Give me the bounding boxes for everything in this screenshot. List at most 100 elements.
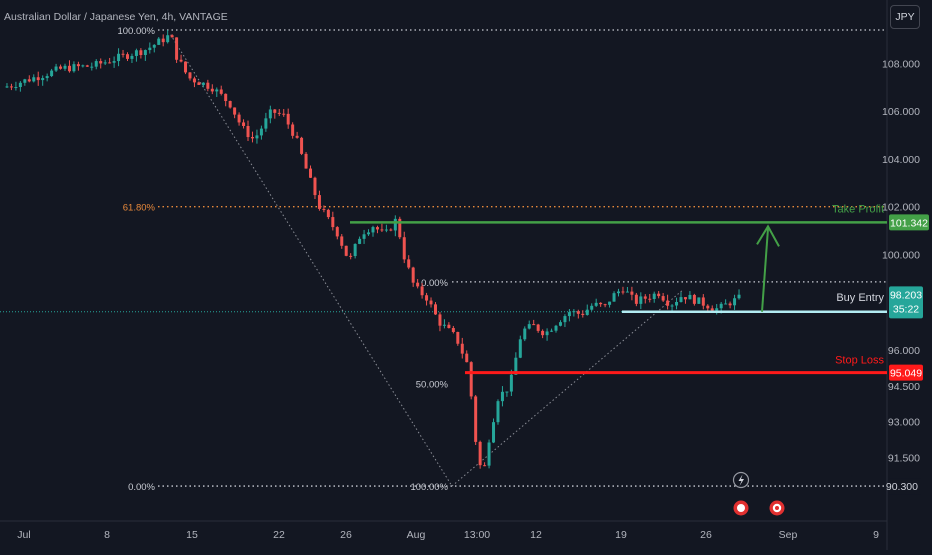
candle-body xyxy=(429,300,433,305)
candle-body xyxy=(715,308,719,311)
candle-body xyxy=(148,47,152,51)
y-tick-label: 108.000 xyxy=(882,58,920,70)
candle-body xyxy=(304,153,308,169)
candle-body xyxy=(670,305,674,307)
candle-body xyxy=(625,291,629,293)
candle-body xyxy=(313,177,317,196)
candle-body xyxy=(617,291,621,294)
candle-body xyxy=(398,218,402,238)
candle-body xyxy=(367,232,371,235)
candle-body xyxy=(550,330,554,332)
fib-right-label-100: 100.00% xyxy=(410,482,448,493)
candle-body xyxy=(14,87,18,89)
candle-body xyxy=(389,229,393,231)
candle-body xyxy=(576,311,580,314)
candle-body xyxy=(277,112,281,114)
candle-body xyxy=(264,118,268,129)
candle-body xyxy=(59,66,63,69)
candle-body xyxy=(295,135,299,138)
x-tick-label: 26 xyxy=(700,529,712,541)
candle-body xyxy=(380,229,384,231)
candle-body xyxy=(32,77,36,82)
take-profit-label: Take Profit xyxy=(832,203,884,215)
y-tick-label: 91.500 xyxy=(888,452,920,464)
candle-body xyxy=(224,93,228,102)
candle-body xyxy=(50,70,54,77)
fib-right-trend-line xyxy=(451,289,683,487)
candle-body xyxy=(679,297,683,302)
candle-body xyxy=(54,66,58,71)
candle-body xyxy=(23,79,27,83)
candle-body xyxy=(634,294,638,304)
candle-body xyxy=(496,401,500,423)
fib-label-100: 100.00% xyxy=(117,26,155,37)
candle-body xyxy=(536,324,540,331)
candle-body xyxy=(317,195,321,209)
candle-body xyxy=(541,330,545,336)
lightning-bolt-icon xyxy=(738,474,744,486)
candle-body xyxy=(451,328,455,332)
x-tick-label: 19 xyxy=(615,529,627,541)
candle-body xyxy=(63,65,67,69)
candle-body xyxy=(581,313,585,315)
fib-price-box xyxy=(889,478,921,495)
candle-body xyxy=(161,38,165,43)
candle-body xyxy=(425,295,429,301)
candle-body xyxy=(175,37,179,60)
candle-body xyxy=(335,227,339,237)
candle-body xyxy=(666,300,670,306)
candle-body xyxy=(255,135,259,139)
candle-body xyxy=(268,109,272,119)
candle-body xyxy=(242,122,246,126)
candle-body xyxy=(309,168,313,178)
candle-body xyxy=(478,441,482,466)
y-tick-label: 94.500 xyxy=(888,381,920,393)
candle-body xyxy=(652,293,656,299)
candle-body xyxy=(460,343,464,354)
fib-right-label-50: 50.00% xyxy=(416,379,449,390)
x-tick-label: 8 xyxy=(104,529,110,541)
candle-body xyxy=(572,311,576,313)
event-flag-inner-icon xyxy=(737,504,745,512)
candle-body xyxy=(273,109,277,113)
chart-title: Australian Dollar / Japanese Yen, 4h, VA… xyxy=(4,11,228,23)
stop-loss-label: Stop Loss xyxy=(835,355,884,367)
candle-body xyxy=(532,324,536,326)
candle-body xyxy=(483,465,487,467)
candle-body xyxy=(237,114,241,123)
candle-body xyxy=(554,325,558,331)
x-tick-label: 13:00 xyxy=(464,529,490,541)
candle-body xyxy=(259,128,263,136)
candle-body xyxy=(402,237,406,260)
candle-body xyxy=(90,66,94,68)
candle-body xyxy=(300,137,304,154)
candle-body xyxy=(134,50,138,56)
candle-body xyxy=(72,64,76,72)
candle-body xyxy=(518,339,522,358)
currency-button[interactable]: JPY xyxy=(890,5,920,29)
candle-body xyxy=(608,301,612,305)
candle-body xyxy=(117,53,121,62)
candle-body xyxy=(411,267,415,283)
candle-body xyxy=(170,35,174,38)
candle-body xyxy=(219,89,223,94)
candle-body xyxy=(420,286,424,296)
candle-body xyxy=(9,86,13,88)
candle-body xyxy=(179,59,183,62)
candle-body xyxy=(18,82,22,88)
candle-body xyxy=(45,76,49,79)
candle-body xyxy=(442,324,446,326)
candle-body xyxy=(94,61,98,67)
candle-body xyxy=(233,107,237,115)
candle-body xyxy=(590,305,594,310)
candle-body xyxy=(353,243,357,257)
candle-body xyxy=(201,82,205,85)
x-tick-label: 26 xyxy=(340,529,352,541)
projection-arrow-shaft xyxy=(761,228,769,312)
candle-body xyxy=(197,82,201,85)
candle-body xyxy=(362,234,366,239)
candle-body xyxy=(527,324,531,329)
candle-body xyxy=(456,331,460,344)
